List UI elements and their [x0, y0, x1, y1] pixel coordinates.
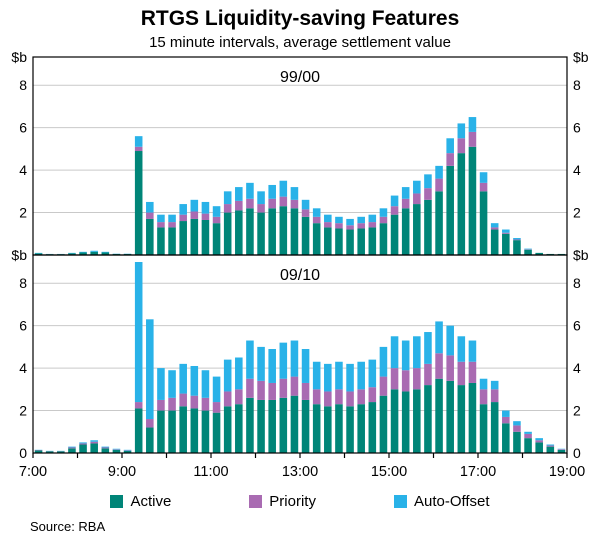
svg-text:2: 2	[19, 403, 27, 419]
svg-text:$b: $b	[573, 51, 589, 65]
svg-text:6: 6	[573, 318, 581, 334]
chart-subtitle: 15 minute intervals, average settlement …	[149, 34, 451, 51]
legend-label-active: Active	[130, 493, 172, 510]
svg-text:2: 2	[19, 205, 27, 221]
legend-label-auto-offset: Auto-Offset	[413, 493, 490, 510]
svg-text:6: 6	[19, 318, 27, 334]
svg-text:17:00: 17:00	[460, 464, 496, 480]
svg-text:$b: $b	[11, 51, 27, 65]
svg-text:19:00: 19:00	[549, 464, 585, 480]
svg-text:8: 8	[19, 275, 27, 291]
svg-text:15:00: 15:00	[371, 464, 407, 480]
svg-text:99/00: 99/00	[280, 69, 320, 86]
svg-text:2: 2	[573, 403, 581, 419]
svg-text:4: 4	[19, 162, 27, 178]
svg-text:4: 4	[573, 360, 581, 376]
svg-text:8: 8	[573, 77, 581, 93]
svg-text:2: 2	[573, 205, 581, 221]
svg-text:9:00: 9:00	[108, 464, 136, 480]
svg-text:09/10: 09/10	[280, 267, 320, 284]
svg-text:13:00: 13:00	[282, 464, 318, 480]
svg-text:4: 4	[19, 360, 27, 376]
chart-title: RTGS Liquidity-saving Features	[140, 7, 460, 30]
svg-text:6: 6	[19, 120, 27, 136]
auto-offset-color-swatch	[393, 495, 407, 508]
svg-text:$b: $b	[11, 247, 27, 263]
svg-text:8: 8	[19, 77, 27, 93]
active-color-swatch	[110, 495, 124, 508]
legend-label-priority: Priority	[269, 493, 316, 510]
chart-legend: Active Priority Auto-Offset	[0, 493, 600, 510]
legend-item-active: Active	[110, 493, 171, 510]
svg-text:4: 4	[573, 162, 581, 178]
legend-item-priority: Priority	[249, 493, 316, 510]
svg-text:0: 0	[19, 445, 27, 461]
svg-text:6: 6	[573, 120, 581, 136]
legend-item-auto-offset: Auto-Offset	[393, 493, 490, 510]
svg-text:$b: $b	[573, 247, 589, 263]
svg-text:11:00: 11:00	[193, 464, 228, 480]
rtgs-stacked-bar-chart: 2 2 4 4 6 6 8 8 99/00 $b $b 2 2 4 4 6 6 8 8 09/10 $b $b 0 0 7:00…	[11, 51, 589, 480]
source-note: Source: RBA	[30, 519, 106, 534]
svg-text:8: 8	[573, 275, 581, 291]
svg-text:0: 0	[573, 445, 581, 461]
priority-color-swatch	[249, 495, 263, 508]
svg-text:7:00: 7:00	[19, 464, 47, 480]
